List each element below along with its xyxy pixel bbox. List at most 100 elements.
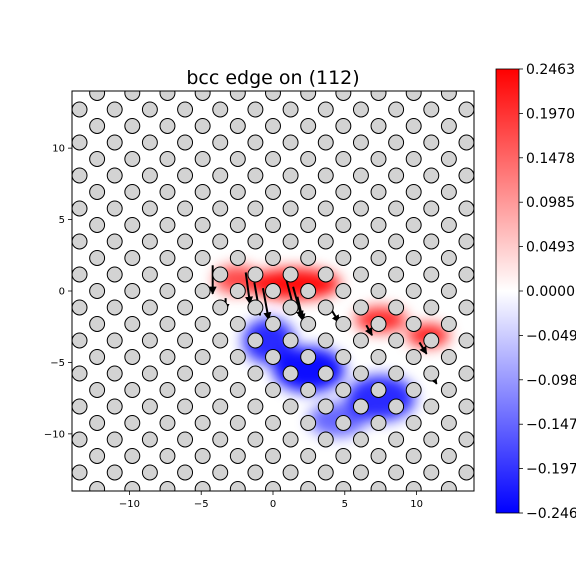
atom [212,134,229,151]
atom [458,299,474,316]
atom [458,101,474,118]
atom [141,398,158,415]
chart-title: bcc edge on (112) [186,67,359,89]
atom [265,151,281,167]
atom [458,167,474,184]
atom [388,233,405,250]
displacement-arrow [296,296,306,322]
displacement-arrow [418,341,428,355]
atom [124,91,141,101]
atom [89,91,106,101]
x-tick-label: 10 [410,499,423,510]
atom [405,217,422,233]
atom [212,233,229,250]
atom [54,251,69,266]
atom [247,167,264,184]
atom [72,266,88,283]
atom [229,481,246,491]
atom [141,464,158,481]
atom [282,398,299,415]
colorbar-tick-label: −0.2463 [526,506,576,522]
atom [229,217,246,233]
atom [177,431,194,448]
atom [141,266,158,283]
atom [141,167,158,184]
atom [265,217,281,233]
atom [423,431,440,448]
atom [106,398,123,415]
atom-lattice [54,91,492,497]
atom [72,200,88,217]
atom [282,167,299,184]
atom [212,167,229,184]
atom [370,250,387,266]
atom [141,299,158,316]
atom [440,349,457,365]
atom [370,316,387,332]
atom [352,101,369,118]
atom [477,251,492,266]
atom [282,101,299,118]
displacement-arrow [244,272,254,305]
atom [352,233,369,250]
atom [477,482,492,497]
atom [177,464,194,481]
atom [335,118,352,134]
atom [477,449,492,464]
atom [177,134,194,151]
atom [89,184,106,200]
atom [440,184,457,200]
atom [229,349,246,365]
atom [141,101,158,118]
atom [229,250,246,266]
atom [265,382,281,398]
atom [405,250,422,266]
atom [159,448,176,464]
atom [370,481,387,491]
atom [159,91,176,101]
atom [247,266,264,283]
y-axis: 10 5 0 −5 −10 [44,144,72,440]
atom [265,349,281,365]
atom [477,185,492,200]
atom [458,266,474,283]
atom [335,481,352,491]
atom [388,299,405,316]
atom [317,332,334,349]
atom [458,365,474,382]
atom [177,299,194,316]
atom [89,283,106,299]
atom [212,398,229,415]
atom [229,283,246,299]
colorbar-ticks: 0.2463 0.1970 0.1478 0.0985 0.0493 0.0000 −0.0… [519,62,576,522]
atom [106,266,123,283]
colorbar-tick-label: 0.0493 [526,240,575,256]
atom [212,200,229,217]
colorbar-tick-label: −0.0985 [526,373,576,389]
atom [229,91,246,101]
x-tick-label: 0 [270,499,276,510]
atom [405,151,422,167]
atom [300,349,317,365]
atom [124,184,141,200]
atom [440,151,457,167]
atom [370,151,387,167]
atom [300,283,317,299]
atom [440,217,457,233]
atom [388,398,405,415]
atom [282,134,299,151]
atom [265,118,281,134]
atom [194,151,211,167]
atom [106,101,123,118]
atom [282,332,299,349]
atom [72,233,88,250]
atom [282,464,299,481]
atom [300,481,317,491]
atom [335,415,352,431]
x-tick-label: −5 [194,499,209,510]
atom [247,299,264,316]
atom [159,382,176,398]
atom [300,91,317,101]
atom [423,464,440,481]
